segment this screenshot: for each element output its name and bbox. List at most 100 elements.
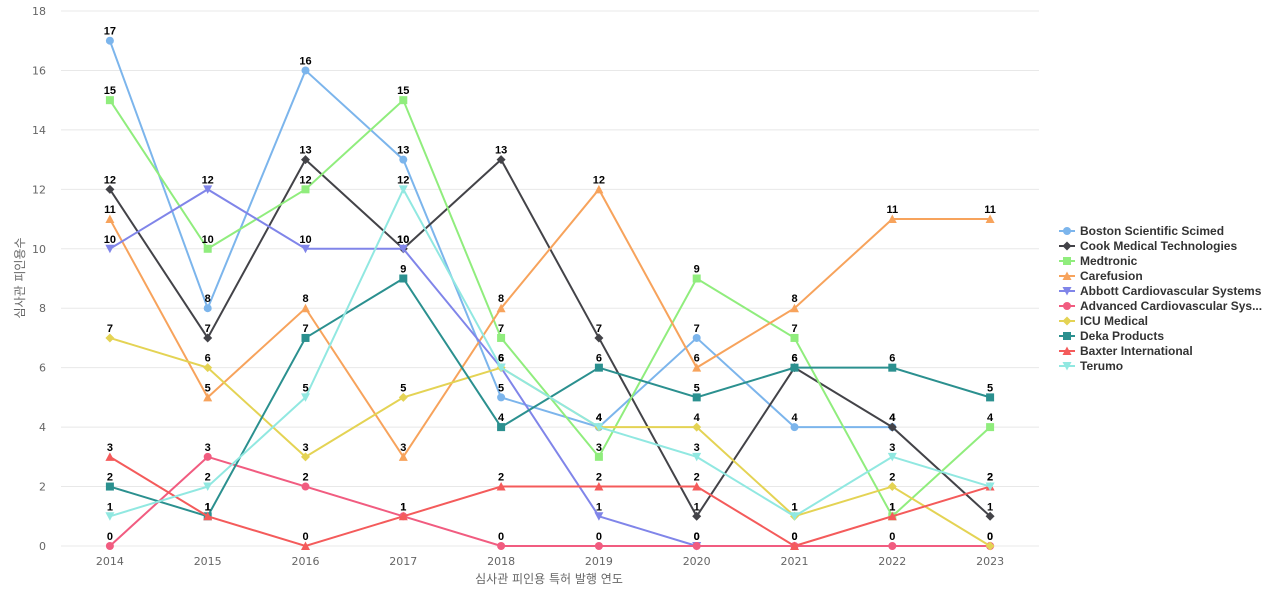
data-label: 1 bbox=[889, 501, 895, 513]
x-tick-label: 2014 bbox=[96, 555, 124, 568]
data-label: 6 bbox=[596, 353, 602, 365]
series-lines bbox=[105, 36, 995, 551]
y-tick-label: 8 bbox=[39, 302, 46, 315]
data-label: 15 bbox=[104, 85, 116, 97]
data-point bbox=[398, 511, 408, 521]
data-label: 1 bbox=[694, 501, 700, 513]
legend-item[interactable]: Cook Medical Technologies bbox=[1059, 239, 1237, 253]
data-point bbox=[692, 393, 701, 402]
data-label: 0 bbox=[498, 531, 504, 543]
legend-item[interactable]: ICU Medical bbox=[1059, 314, 1148, 328]
data-point bbox=[399, 274, 408, 283]
data-label: 4 bbox=[791, 412, 798, 424]
legend-item[interactable]: Terumo bbox=[1059, 359, 1123, 373]
data-label: 7 bbox=[596, 323, 602, 335]
data-label: 4 bbox=[596, 412, 603, 424]
data-label: 6 bbox=[205, 353, 211, 365]
data-label: 1 bbox=[400, 501, 406, 513]
data-label: 6 bbox=[889, 353, 895, 365]
y-tick-label: 6 bbox=[39, 362, 46, 375]
data-point bbox=[203, 511, 213, 521]
data-label: 4 bbox=[498, 412, 505, 424]
data-label: 8 bbox=[302, 293, 308, 305]
data-label: 0 bbox=[889, 531, 895, 543]
data-point bbox=[301, 155, 310, 165]
data-label: 4 bbox=[694, 412, 701, 424]
data-point bbox=[985, 511, 995, 521]
data-label: 7 bbox=[302, 323, 308, 335]
data-label: 1 bbox=[791, 501, 797, 513]
data-point bbox=[887, 452, 897, 462]
legend-marker bbox=[1062, 346, 1072, 355]
y-tick-label: 2 bbox=[39, 481, 46, 494]
data-point bbox=[692, 511, 702, 521]
data-label: 9 bbox=[694, 264, 700, 276]
data-point bbox=[301, 393, 310, 402]
legend-marker bbox=[1063, 302, 1071, 310]
legend-label: Advanced Cardiovascular Sys... bbox=[1080, 299, 1262, 313]
data-label: 3 bbox=[889, 442, 895, 454]
gridlines bbox=[61, 10, 1039, 547]
data-label: 1 bbox=[400, 501, 406, 513]
data-point bbox=[692, 333, 701, 342]
data-point bbox=[692, 482, 702, 491]
legend-item[interactable]: Advanced Cardiovascular Sys... bbox=[1059, 299, 1262, 313]
data-point bbox=[692, 422, 702, 432]
data-label: 7 bbox=[694, 323, 700, 335]
data-label: 13 bbox=[299, 145, 311, 157]
data-label: 0 bbox=[791, 531, 797, 543]
data-label: 7 bbox=[791, 323, 797, 335]
x-tick-label: 2020 bbox=[683, 555, 711, 568]
data-point bbox=[105, 333, 115, 343]
data-point bbox=[986, 423, 995, 432]
data-label: 4 bbox=[889, 412, 896, 424]
data-label: 7 bbox=[205, 323, 211, 335]
legend-marker bbox=[1062, 241, 1072, 251]
legend-item[interactable]: Carefusion bbox=[1059, 269, 1143, 283]
data-point bbox=[203, 304, 212, 313]
data-point bbox=[790, 303, 799, 313]
series-line bbox=[109, 187, 991, 518]
data-point bbox=[105, 452, 115, 461]
legend-marker bbox=[1063, 227, 1071, 235]
legend-label: Boston Scientific Scimed bbox=[1080, 224, 1224, 238]
data-point bbox=[105, 482, 114, 491]
data-point bbox=[301, 66, 310, 75]
legend-item[interactable]: Medtronic bbox=[1059, 254, 1138, 268]
data-point bbox=[203, 185, 213, 194]
data-label: 6 bbox=[498, 353, 504, 365]
data-point bbox=[496, 155, 506, 165]
data-label: 10 bbox=[299, 234, 311, 246]
data-label: 5 bbox=[694, 382, 700, 394]
y-tick-label: 0 bbox=[39, 540, 46, 553]
data-label: 12 bbox=[397, 174, 409, 186]
legend-item[interactable]: Abbott Cardiovascular Systems bbox=[1059, 284, 1262, 298]
legend-item[interactable]: Baxter International bbox=[1059, 344, 1193, 358]
data-label: 1 bbox=[107, 501, 113, 513]
series-line bbox=[109, 455, 991, 547]
data-point bbox=[105, 512, 115, 521]
data-label: 3 bbox=[694, 442, 700, 454]
data-point bbox=[105, 244, 115, 254]
data-label: 6 bbox=[498, 353, 504, 365]
series-line bbox=[109, 187, 991, 459]
data-label: 3 bbox=[400, 442, 406, 454]
data-point bbox=[594, 482, 604, 491]
data-label: 3 bbox=[596, 442, 602, 454]
legend-item[interactable]: Deka Products bbox=[1059, 329, 1164, 343]
data-label: 4 bbox=[987, 412, 994, 424]
data-label: 0 bbox=[987, 531, 993, 543]
data-point bbox=[888, 542, 897, 550]
legend-marker bbox=[1062, 271, 1072, 280]
data-label: 2 bbox=[694, 472, 700, 484]
data-label: 13 bbox=[397, 145, 409, 157]
data-label: 8 bbox=[205, 293, 211, 305]
y-axis-title: 심사관 피인용수 bbox=[13, 237, 27, 318]
legend-item[interactable]: Boston Scientific Scimed bbox=[1059, 224, 1224, 238]
data-label: 9 bbox=[400, 264, 406, 276]
data-point bbox=[887, 214, 897, 224]
x-tick-label: 2015 bbox=[194, 555, 222, 568]
data-point bbox=[301, 185, 310, 194]
data-label: 12 bbox=[104, 174, 116, 186]
